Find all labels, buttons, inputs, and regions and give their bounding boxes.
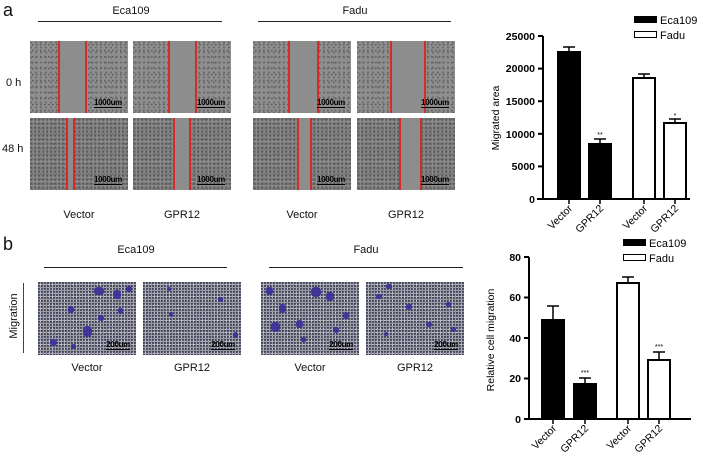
chart-b-xticks: Vector GPR12 Vector GPR12: [530, 422, 666, 455]
transwell-image-eca109-vector: 200um: [38, 282, 136, 355]
svg-text:0: 0: [515, 414, 521, 426]
bar-fadu-gpr12: [663, 122, 687, 200]
panel-b-group-fadu-line: [269, 267, 463, 268]
transwell-image-fadu-gpr12: 200um: [366, 282, 464, 355]
svg-text:GPR12: GPR12: [632, 423, 665, 456]
panel-b-cond-eca109-vector: Vector: [71, 362, 103, 374]
panel-b-group-fadu: Fadu: [353, 244, 379, 256]
chart-migrated-area: Eca109 Fadu Migrated area 25000 20000 15…: [490, 15, 697, 235]
transwell-image-eca109-gpr12: 200um: [143, 282, 241, 355]
chart-b-legend: Eca109 Fadu: [623, 238, 686, 265]
svg-text:15000: 15000: [506, 96, 535, 108]
svg-text:Vector: Vector: [621, 202, 651, 232]
panel-a-cond-fadu-gpr12: GPR12: [387, 209, 425, 221]
wound-image-fadu-vector-0h: 1000um: [253, 41, 351, 113]
panel-b-cond-eca109-gpr12: GPR12: [173, 362, 211, 374]
panel-a-group-fadu: Fadu: [342, 5, 368, 17]
bar-fadu-gpr12: [647, 359, 671, 420]
scale-bar: 200um: [211, 340, 235, 350]
panel-a-letter: a: [3, 0, 14, 20]
panel-a-cond-eca109-gpr12: GPR12: [163, 209, 201, 221]
panel-a-group-fadu-line: [258, 21, 451, 22]
scale-bar: 1000um: [197, 98, 225, 108]
svg-text:20000: 20000: [506, 63, 535, 75]
svg-text:Vector: Vector: [546, 202, 576, 232]
wound-image-eca109-vector-0h: 1000um: [30, 41, 128, 113]
legend-eca109: Eca109: [660, 15, 697, 27]
svg-text:0: 0: [529, 194, 535, 206]
legend-eca109: Eca109: [649, 238, 686, 250]
wound-image-eca109-gpr12-0h: 1000um: [133, 41, 231, 113]
panel-a-cond-eca109-vector: Vector: [63, 209, 95, 221]
svg-text:40: 40: [509, 333, 521, 345]
legend-fadu: Fadu: [660, 30, 685, 42]
wound-image-fadu-gpr12-0h: 1000um: [357, 41, 455, 113]
sig-eca109-gpr12: **: [597, 132, 603, 139]
scale-bar: 1000um: [317, 98, 345, 108]
transwell-image-fadu-vector: 200um: [261, 282, 359, 355]
bar-eca109-vector: [541, 319, 565, 419]
chart-b-yticks: 80 60 40 20 0: [509, 252, 529, 426]
svg-text:80: 80: [509, 252, 521, 264]
svg-text:GPR12: GPR12: [648, 203, 681, 235]
svg-text:60: 60: [509, 292, 521, 304]
scale-bar: 1000um: [94, 98, 122, 108]
sig-fadu-gpr12: ***: [655, 344, 663, 351]
wound-image-eca109-gpr12-48h: 1000um: [133, 118, 231, 190]
panel-a-cond-fadu-vector: Vector: [286, 209, 318, 221]
wound-image-eca109-vector-48h: 1000um: [30, 118, 128, 190]
chart-b-bars: *** ***: [541, 276, 671, 420]
svg-text:Vector: Vector: [605, 422, 635, 452]
scale-bar: 1000um: [94, 175, 122, 185]
chart-a-ylabel: Migrated area: [490, 85, 502, 150]
sig-fadu-gpr12: *: [674, 113, 677, 120]
bar-fadu-vector: [616, 282, 640, 420]
chart-a-yticks: 25000 20000 15000 10000 5000 0: [506, 31, 543, 206]
panel-a-group-eca109: Eca109: [112, 5, 150, 17]
sig-eca109-gpr12: ***: [581, 370, 589, 377]
panel-b-cond-fadu-vector: Vector: [294, 362, 326, 374]
chart-a-legend: Eca109 Fadu: [634, 15, 697, 42]
panel-b-letter: b: [3, 234, 14, 254]
svg-text:10000: 10000: [506, 129, 535, 141]
bar-eca109-vector: [557, 51, 581, 199]
svg-text:GPR12: GPR12: [558, 423, 591, 456]
wound-image-fadu-vector-48h: 1000um: [253, 118, 351, 190]
row-label-0h: 0 h: [6, 77, 22, 89]
svg-text:20: 20: [509, 373, 521, 385]
panel-b-cond-fadu-gpr12: GPR12: [396, 362, 434, 374]
scale-bar: 200um: [434, 340, 458, 350]
chart-a-xticks: Vector GPR12 Vector GPR12: [546, 202, 682, 235]
svg-text:25000: 25000: [506, 31, 535, 43]
chart-a-bars: ** *: [557, 46, 687, 200]
chart-relative-cell-migration: Eca109 Fadu Relative cell migration 80 6…: [485, 238, 691, 455]
panel-a-group-eca109-line: [38, 21, 222, 22]
migration-row-bar: [23, 283, 24, 353]
scale-bar: 1000um: [421, 98, 449, 108]
legend-fadu: Fadu: [649, 253, 674, 265]
row-label-migration: Migration: [8, 293, 20, 339]
bar-fadu-vector: [632, 77, 656, 200]
wound-image-fadu-gpr12-48h: 1000um: [357, 118, 455, 190]
chart-b-ylabel: Relative cell migration: [485, 288, 497, 391]
scale-bar: 1000um: [317, 175, 345, 185]
panel-b-group-eca109: Eca109: [117, 244, 155, 256]
scale-bar: 1000um: [197, 175, 225, 185]
scale-bar: 1000um: [421, 175, 449, 185]
scale-bar: 200um: [329, 340, 353, 350]
bar-eca109-gpr12: [588, 143, 612, 199]
scale-bar: 200um: [106, 340, 130, 350]
svg-text:Vector: Vector: [530, 422, 560, 452]
bar-eca109-gpr12: [573, 383, 597, 419]
svg-text:5000: 5000: [512, 161, 536, 173]
panel-b-group-eca109-line: [44, 267, 227, 268]
svg-text:GPR12: GPR12: [573, 203, 606, 235]
row-label-48h: 48 h: [2, 143, 24, 155]
